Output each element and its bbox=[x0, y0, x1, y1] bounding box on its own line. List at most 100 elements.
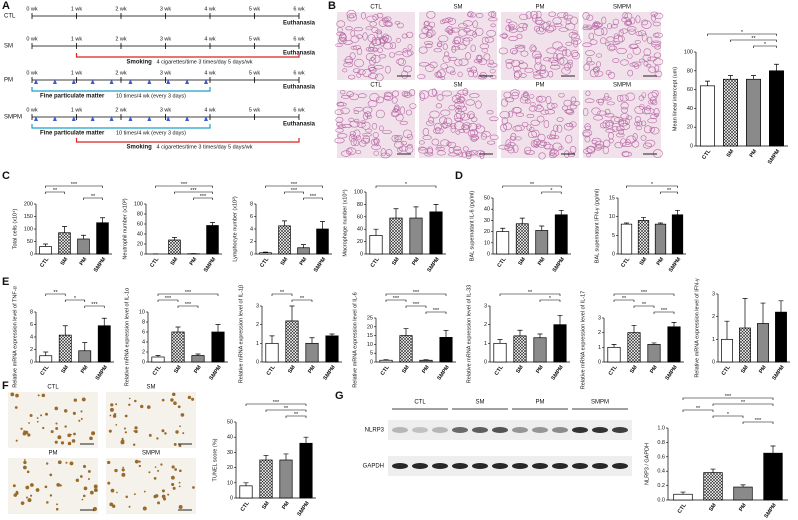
alveolus bbox=[639, 103, 645, 110]
pm-exposure bbox=[185, 116, 190, 121]
alveolus bbox=[512, 125, 522, 132]
cell bbox=[25, 496, 29, 499]
alveolus bbox=[446, 29, 455, 34]
y-tick-label: 2 bbox=[250, 239, 253, 245]
x-tick-label: SMPM bbox=[771, 364, 786, 381]
bar bbox=[299, 442, 313, 499]
significance-label: * bbox=[651, 182, 654, 188]
alveolus bbox=[505, 19, 512, 23]
x-tick-label: PM bbox=[738, 502, 748, 513]
y-tick-label: 0 bbox=[256, 359, 259, 365]
alveolus bbox=[372, 132, 379, 138]
alveolus bbox=[401, 33, 408, 39]
error-bar bbox=[210, 222, 215, 226]
alveolus bbox=[641, 120, 647, 127]
bar bbox=[769, 70, 784, 147]
blot-membrane bbox=[388, 456, 632, 476]
bar bbox=[78, 350, 92, 363]
error-bar bbox=[728, 75, 733, 80]
blot-row-label: NLRP3 bbox=[365, 428, 385, 434]
alveolus bbox=[625, 115, 633, 120]
y-tick-label: 3 bbox=[484, 303, 487, 309]
alveolus bbox=[567, 59, 574, 65]
alveolus bbox=[373, 150, 380, 156]
cell bbox=[153, 477, 157, 480]
blot-band bbox=[392, 427, 408, 433]
week-label: 6 wk bbox=[293, 36, 305, 42]
x-tick-label: SMPM bbox=[203, 256, 218, 273]
bar bbox=[239, 485, 253, 499]
cell bbox=[64, 425, 67, 428]
alveolus bbox=[371, 38, 382, 47]
alveolus bbox=[474, 27, 484, 36]
alveolus bbox=[654, 64, 660, 73]
x-tick-label: CTL bbox=[149, 256, 160, 269]
cell bbox=[10, 392, 15, 397]
alveolus bbox=[349, 130, 356, 137]
alveolus bbox=[417, 74, 426, 80]
cell bbox=[121, 468, 125, 472]
cell bbox=[46, 501, 49, 504]
error-bar bbox=[539, 225, 545, 231]
alveolus bbox=[603, 93, 609, 100]
significance-label: *** bbox=[165, 296, 172, 302]
micrograph bbox=[106, 392, 196, 448]
alveolus bbox=[458, 58, 469, 66]
alveolus bbox=[346, 12, 358, 22]
bar bbox=[399, 335, 413, 363]
significance-label: * bbox=[550, 188, 553, 194]
alveolus bbox=[549, 64, 561, 70]
cell bbox=[80, 410, 83, 413]
pm-exposure bbox=[52, 116, 57, 121]
significance-bracket bbox=[174, 191, 213, 194]
error-bar bbox=[500, 227, 506, 232]
alveolus bbox=[650, 127, 660, 135]
alveolus bbox=[537, 133, 546, 142]
cell bbox=[78, 419, 81, 422]
significance-bracket bbox=[385, 299, 407, 302]
alveolus bbox=[475, 150, 486, 157]
alveolus bbox=[475, 13, 484, 19]
y-tick-label: 60 bbox=[357, 214, 363, 220]
cell bbox=[12, 484, 16, 488]
alveolus bbox=[597, 110, 607, 116]
alveolus bbox=[470, 135, 480, 140]
alveolus bbox=[624, 19, 632, 25]
alveolus bbox=[466, 67, 473, 73]
smoking-bracket bbox=[75, 53, 300, 58]
significance-label: *** bbox=[190, 188, 197, 194]
y-tick-label: 100 bbox=[24, 226, 33, 232]
alveolus bbox=[458, 23, 468, 29]
error-bar bbox=[43, 243, 48, 247]
alveolus bbox=[394, 134, 403, 140]
alveolus bbox=[629, 17, 636, 25]
cell bbox=[128, 403, 131, 406]
y-axis-title: BAL supernatant IL-6 (pg/ml) bbox=[469, 191, 475, 262]
x-tick-label: SM bbox=[60, 256, 70, 267]
alveolus bbox=[612, 41, 620, 45]
alveolus bbox=[378, 19, 388, 27]
cell bbox=[148, 433, 152, 437]
alveolus bbox=[616, 94, 624, 102]
alveolus bbox=[610, 116, 620, 124]
x-tick-label: SMPM bbox=[552, 256, 567, 273]
significance-bracket bbox=[425, 311, 447, 314]
alveolus bbox=[488, 17, 498, 22]
alveolus bbox=[522, 91, 529, 99]
significance-bracket bbox=[753, 45, 777, 48]
alveolus bbox=[429, 110, 440, 119]
week-label: 3 wk bbox=[160, 36, 172, 42]
error-bar bbox=[671, 322, 677, 327]
alveolus bbox=[362, 132, 372, 137]
pm-exposure bbox=[109, 116, 114, 121]
cell bbox=[50, 430, 54, 434]
bar bbox=[77, 238, 90, 255]
alveolus bbox=[428, 21, 436, 28]
alveolus bbox=[339, 33, 347, 42]
cell bbox=[89, 490, 94, 495]
error-bar bbox=[309, 337, 315, 344]
y-tick-label: 4 bbox=[142, 339, 145, 345]
pm-exposure bbox=[109, 79, 114, 84]
y-tick-label: 40 bbox=[687, 106, 693, 112]
alveolus bbox=[584, 135, 591, 143]
